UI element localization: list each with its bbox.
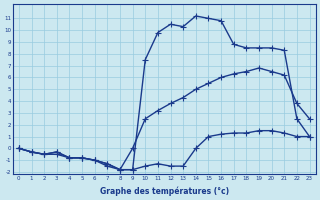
X-axis label: Graphe des températures (°c): Graphe des températures (°c)	[100, 186, 229, 196]
